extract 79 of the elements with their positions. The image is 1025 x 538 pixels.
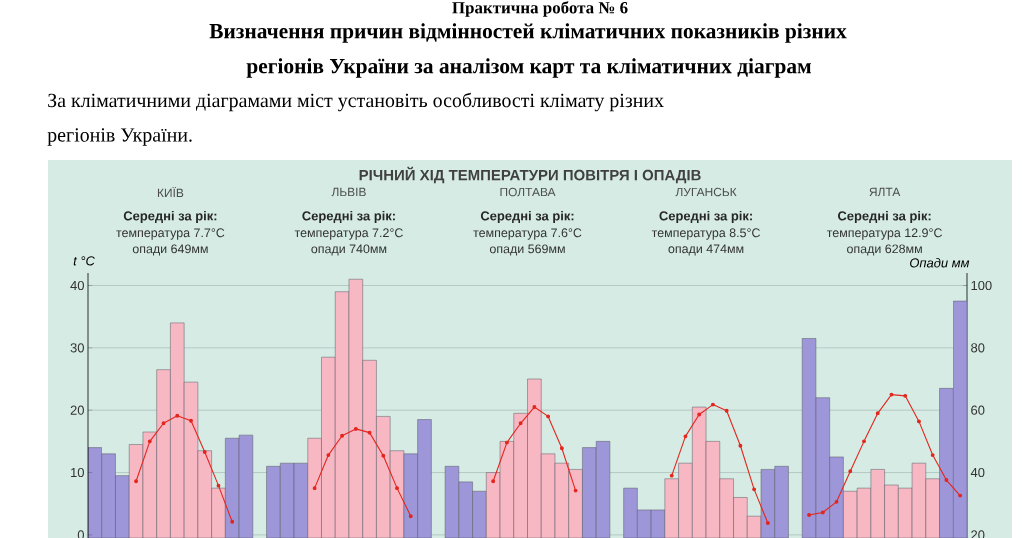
point <box>559 446 564 451</box>
text: температура 7.2°C <box>294 228 403 240</box>
point <box>532 405 537 410</box>
point <box>202 450 207 454</box>
point <box>683 434 688 439</box>
text: ПОЛТАВА <box>500 187 556 197</box>
y2-tick-label: 40 <box>970 467 985 478</box>
point <box>340 433 345 438</box>
text: опади 474мм <box>668 244 744 256</box>
point <box>395 486 399 491</box>
point <box>491 479 496 484</box>
y-tick-label: 20 <box>70 405 84 415</box>
point <box>848 469 853 474</box>
point <box>944 478 949 482</box>
point <box>161 421 166 426</box>
point <box>353 426 358 431</box>
point <box>765 521 770 525</box>
y2-tick-label: 60 <box>971 405 985 415</box>
text: За кліматичними діаграмами міст установіть особливості клімату різних <box>48 92 664 112</box>
point <box>930 453 935 458</box>
text: Середні за рік: <box>837 210 931 224</box>
point <box>367 430 372 435</box>
point <box>889 392 894 397</box>
text: Практична робота № 6 <box>452 1 628 17</box>
text: ЯЛТА <box>869 187 901 197</box>
text: регіонів України. <box>47 128 192 146</box>
point <box>697 412 702 417</box>
text: ЛУГАНСЬК <box>675 187 737 197</box>
point <box>381 453 386 458</box>
text: опади 628мм <box>847 244 922 256</box>
point <box>752 487 757 492</box>
point <box>834 499 839 504</box>
point <box>326 453 331 458</box>
text: температура 12.9°C <box>826 228 942 240</box>
point <box>724 408 729 413</box>
y2-tick-label: 80 <box>971 343 985 353</box>
text: Середні за рік: <box>302 210 395 224</box>
text: опади 740мм <box>311 244 387 256</box>
point <box>710 402 715 407</box>
y-tick-label: 10 <box>71 467 84 478</box>
text: температура 8.5°C <box>651 228 760 240</box>
point <box>134 479 139 484</box>
text: опади 569мм <box>489 244 565 256</box>
point <box>903 393 908 398</box>
point <box>958 493 963 498</box>
y-tick-label: 30 <box>70 343 84 353</box>
point <box>807 512 812 517</box>
text: Середні за рік: <box>123 210 217 224</box>
text: опади 649мм <box>132 244 208 256</box>
point <box>408 514 413 519</box>
point <box>518 421 523 426</box>
point <box>175 413 180 418</box>
point <box>230 519 235 524</box>
y-axis-title: t °C <box>73 256 95 266</box>
point <box>820 510 825 515</box>
text: регіонів України за аналізом карт та кліматичних діаграм <box>246 58 811 78</box>
point <box>738 443 743 448</box>
point <box>546 414 551 419</box>
y2-tick-label: 100 <box>971 280 992 291</box>
text: температура 7.7°C <box>116 228 225 240</box>
point <box>504 440 509 445</box>
point <box>573 488 578 493</box>
point <box>917 419 921 424</box>
chart-title: РІЧНИЙ ХІД ТЕМПЕРАТУРИ ПОВІТРЯ І ОПАДІВ <box>359 166 701 184</box>
point <box>669 473 674 478</box>
point <box>147 439 152 444</box>
point <box>216 483 221 488</box>
text: Середні за рік: <box>480 210 574 224</box>
y2-axis-title: Опади мм <box>910 257 970 268</box>
y-tick-label: 40 <box>70 280 84 291</box>
text: Визначення причин відмінностей кліматичних показників різних <box>209 23 847 43</box>
text: ЛЬВІВ <box>331 187 366 197</box>
point <box>189 418 193 423</box>
point <box>312 486 317 491</box>
text: КИЇВ <box>157 187 184 198</box>
text: температура 7.6°C <box>473 228 582 240</box>
text: Середні за рік: <box>659 210 752 224</box>
point <box>875 411 880 416</box>
point <box>862 439 866 444</box>
